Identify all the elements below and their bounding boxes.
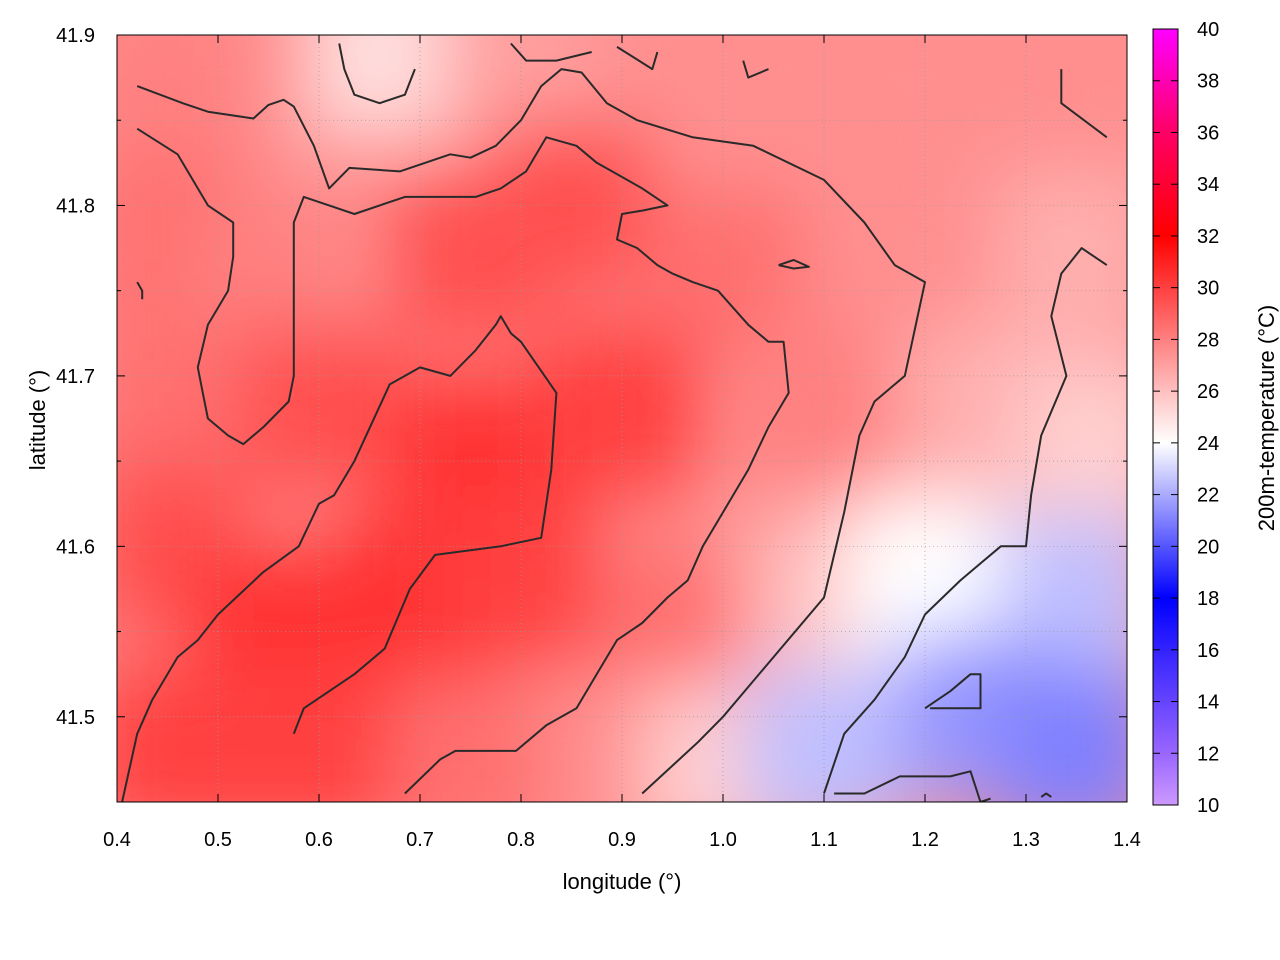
field-sample xyxy=(312,35,468,136)
colorbar-tick-label: 26 xyxy=(1197,381,1219,403)
field-sample xyxy=(998,667,1127,802)
colorbar-tick-label: 32 xyxy=(1197,226,1219,248)
y-tick-label: 41.6 xyxy=(56,536,95,558)
y-tick-label: 41.8 xyxy=(56,195,95,217)
grid-lines xyxy=(117,35,1127,802)
colorbar-tick-label: 40 xyxy=(1197,19,1219,41)
colorbar-tick-label: 16 xyxy=(1197,640,1219,662)
colorbar-tick-label: 30 xyxy=(1197,278,1219,300)
contour-line xyxy=(136,68,926,795)
colorbar-gradient xyxy=(1152,28,1179,806)
field-sample xyxy=(241,667,397,802)
field-sample xyxy=(117,667,246,802)
x-tick-label: 1.4 xyxy=(1113,829,1141,851)
colorbar-tick-label: 38 xyxy=(1197,71,1219,93)
contour-line xyxy=(121,315,558,802)
colorbar-tick-label: 18 xyxy=(1197,588,1219,610)
contour-line xyxy=(1040,792,1052,798)
x-axis-label: longitude (°) xyxy=(563,869,682,894)
colorbar-tick-label: 34 xyxy=(1197,174,1219,196)
contour-line xyxy=(823,247,1108,794)
contour-line xyxy=(136,127,790,795)
contour-line xyxy=(338,43,416,105)
x-tick-label: 0.5 xyxy=(204,829,232,851)
colorbar-tick-label: 22 xyxy=(1197,485,1219,507)
field-sample xyxy=(998,35,1127,170)
y-tick-label: 41.9 xyxy=(56,25,95,47)
field-sample xyxy=(1019,360,1127,528)
x-tick-label: 0.4 xyxy=(103,829,131,851)
contour-line xyxy=(742,60,769,79)
field-sample xyxy=(443,497,599,664)
field-sample xyxy=(998,173,1127,340)
field-sample xyxy=(746,326,902,494)
x-tick-label: 1.2 xyxy=(911,829,939,851)
field-sample xyxy=(493,122,650,289)
x-tick-label: 0.6 xyxy=(305,829,333,851)
field-sample xyxy=(241,326,397,494)
field-sample xyxy=(796,35,953,153)
colorbar: 10 12 14 16 18 20 22 24 26 28 30 32 34 36 38 40 xyxy=(1152,19,1219,817)
y-tick-label: 41.7 xyxy=(56,366,95,388)
contour-line xyxy=(778,259,810,270)
contour-line xyxy=(834,770,991,802)
colorbar-tick-label: 36 xyxy=(1197,122,1219,144)
x-tick-label: 1.1 xyxy=(810,829,838,851)
temperature-field xyxy=(117,35,1127,802)
x-tick-label: 1.0 xyxy=(709,829,737,851)
colorbar-tick-label: 20 xyxy=(1197,536,1219,558)
axis-ticks: 0.4 0.5 0.6 0.7 0.8 0.9 1.0 1.1 1.2 1.3 1.4 41.5 41.… xyxy=(56,25,1141,851)
x-tick-label: 0.7 xyxy=(406,829,434,851)
contour-line xyxy=(510,42,592,62)
field-sample xyxy=(117,35,246,170)
y-tick-label: 41.5 xyxy=(56,707,95,729)
x-tick-label: 1.3 xyxy=(1012,829,1040,851)
field-sample xyxy=(746,667,902,802)
colorbar-tick-label: 24 xyxy=(1197,433,1219,455)
contour-line xyxy=(136,281,144,300)
contour-line xyxy=(1060,69,1108,139)
field-sample xyxy=(544,326,700,494)
x-tick-label: 0.8 xyxy=(507,829,535,851)
field-sample xyxy=(392,684,549,802)
colorbar-tick-label: 12 xyxy=(1197,743,1219,765)
contour-line xyxy=(616,46,659,71)
colorbar-tick-label: 28 xyxy=(1197,329,1219,351)
contour-line xyxy=(924,673,982,710)
x-tick-label: 0.9 xyxy=(608,829,636,851)
colorbar-tick-label: 14 xyxy=(1197,692,1219,714)
contour-lines xyxy=(121,42,1108,802)
colorbar-tick-label: 10 xyxy=(1197,795,1219,817)
y-axis-label: latitude (°) xyxy=(25,370,50,471)
colorbar-label: 200m-temperature (°C) xyxy=(1254,305,1279,531)
